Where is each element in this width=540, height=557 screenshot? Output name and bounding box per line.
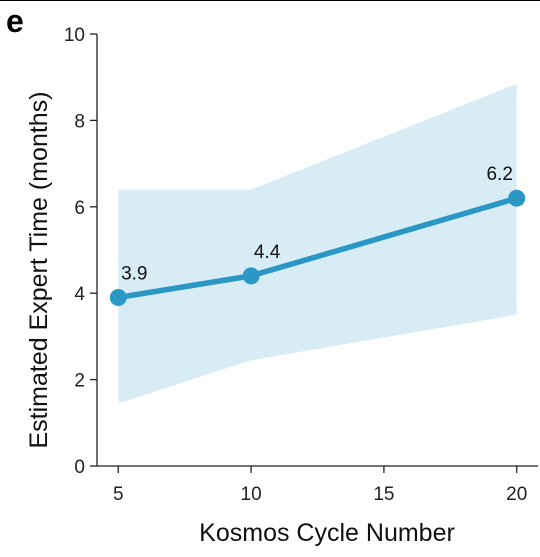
x-axis-title: Kosmos Cycle Number [199, 519, 455, 547]
plot-area: 3.9 4.4 6.2 [109, 83, 526, 404]
data-label: 6.2 [486, 164, 512, 185]
x-tick-label: 20 [506, 484, 527, 505]
y-tick-label: 2 [74, 371, 85, 392]
data-point [242, 267, 260, 285]
y-tick-label: 0 [74, 457, 85, 478]
data-point [508, 189, 526, 207]
x-ticks: 5 10 15 20 [113, 466, 527, 505]
confidence-band [118, 83, 517, 404]
data-label: 3.9 [121, 264, 147, 285]
data-point [109, 289, 127, 306]
axes: 0 2 4 6 8 10 5 10 15 20 [64, 25, 538, 505]
y-axis-title: Estimated Expert Time (months) [25, 91, 53, 448]
x-tick-label: 10 [241, 484, 262, 505]
y-tick-label: 10 [64, 25, 85, 46]
panel-label: e [6, 3, 24, 39]
x-tick-label: 5 [113, 484, 124, 505]
y-tick-label: 4 [74, 284, 85, 305]
y-tick-label: 6 [74, 198, 85, 219]
y-ticks: 0 2 4 6 8 10 [64, 25, 97, 478]
y-tick-label: 8 [74, 111, 85, 132]
data-label: 4.4 [254, 242, 281, 263]
x-tick-label: 15 [373, 484, 394, 505]
